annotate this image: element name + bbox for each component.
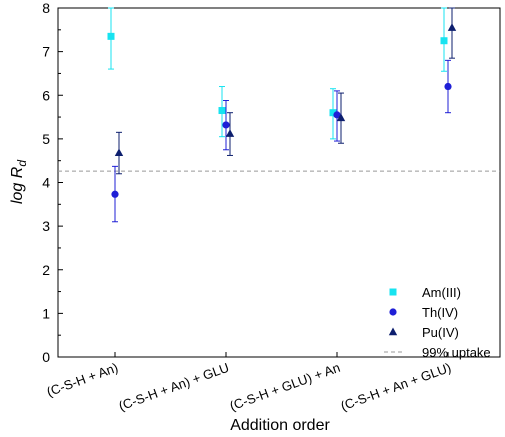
data-point-square [329,109,337,117]
y-axis-label-sub: d [15,160,29,167]
data-point-triangle [225,129,235,137]
error-bar-layer [108,7,455,223]
data-point-square [218,107,226,115]
data-point-triangle [447,23,457,31]
data-point-triangle [336,113,346,122]
data-point-circle [333,111,341,119]
x-tick-label: (C-S-H + An) [45,360,120,400]
y-tick-layer: 0 1 2 3 4 5 6 7 8 [42,0,63,365]
data-point-circle [444,82,452,91]
y-tick-label: 4 [42,175,50,191]
y-tick-label: 1 [42,305,50,321]
y-tick-label: 6 [42,87,50,103]
y-axis-label-main: log R [9,166,26,204]
x-tick-label: (C-S-H + GLU) + An [228,360,342,414]
legend-marker-triangle [388,327,398,336]
legend-marker-circle [389,308,397,316]
legend-label: Th(IV) [422,305,458,320]
data-point-circle [111,190,119,198]
y-tick-label: 8 [42,0,50,16]
legend-label: Pu(IV) [422,325,459,340]
x-tick-label: (C-S-H + An + GLU) [339,360,453,414]
data-point-square [440,37,448,45]
y-tick-label: 2 [42,262,50,278]
y-axis-label: log Rd [9,160,29,204]
data-point-square [107,32,115,40]
legend-marker-square [389,288,397,296]
x-axis-label: Addition order [230,417,330,434]
data-point-circle [222,121,230,129]
y-tick-label: 5 [42,131,50,147]
marker-layer [107,23,457,198]
legend-label: Am(III) [422,285,461,300]
y-tick-label: 7 [42,44,50,60]
legend: Am(III) Th(IV) Pu(IV) 99% uptake [384,285,491,360]
y-tick-label: 3 [42,218,50,234]
data-point-triangle [114,148,124,157]
y-tick-label: 0 [42,349,50,365]
legend-label: 99% uptake [422,345,491,360]
x-tick-layer: (C-S-H + An)(C-S-H + An) + GLU(C-S-H + G… [45,352,453,414]
x-tick-label: (C-S-H + An) + GLU [117,360,231,414]
